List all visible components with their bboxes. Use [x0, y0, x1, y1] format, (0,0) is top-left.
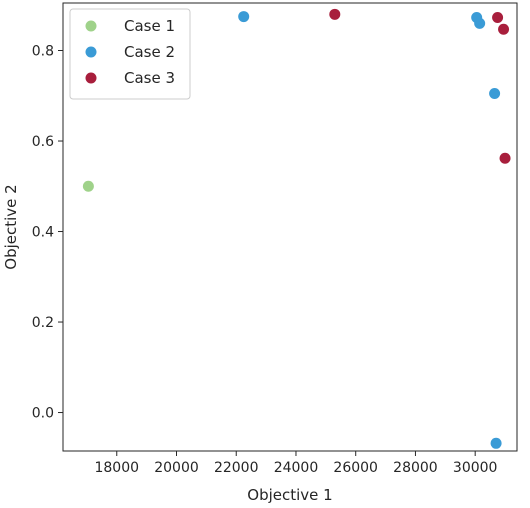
y-axis-label: Objective 2 [2, 184, 20, 269]
x-tick-label: 18000 [94, 460, 139, 476]
legend-label: Case 3 [124, 69, 175, 87]
legend: Case 1 Case 2 Case 3 [69, 8, 191, 100]
data-point-case-2 [490, 437, 502, 449]
data-point-case-2 [474, 17, 486, 29]
data-point-case-3 [329, 8, 341, 20]
x-tick-label: 20000 [154, 460, 199, 476]
legend-box [69, 8, 191, 100]
x-tick-label: 22000 [214, 460, 259, 476]
x-tick-label: 26000 [333, 460, 378, 476]
axes: 18000 20000 22000 24000 26000 28000 30000 0.0 0.… [32, 2, 518, 476]
y-tick-label: 0.8 [32, 44, 54, 60]
y-tick-label: 0.4 [32, 225, 54, 241]
x-tick-label: 30000 [453, 460, 498, 476]
legend-label: Case 1 [124, 17, 175, 35]
data-point-case-1 [82, 180, 94, 192]
data-point-case-3 [499, 152, 511, 164]
plot-frame [62, 2, 518, 452]
data-point-case-2 [238, 11, 250, 23]
y-tick-label: 0.6 [32, 134, 54, 150]
legend-marker [85, 20, 97, 32]
data-points [82, 8, 511, 449]
x-tick-label: 24000 [274, 460, 319, 476]
data-point-case-3 [498, 23, 510, 35]
legend-marker [85, 72, 97, 84]
legend-marker [85, 46, 97, 58]
data-point-case-2 [489, 88, 501, 100]
y-tick-label: 0.0 [32, 406, 54, 422]
data-point-case-3 [492, 11, 504, 23]
x-tick-label: 28000 [393, 460, 438, 476]
y-tick-label: 0.2 [32, 315, 54, 331]
x-axis-label: Objective 1 [247, 486, 332, 504]
legend-label: Case 2 [124, 43, 175, 61]
